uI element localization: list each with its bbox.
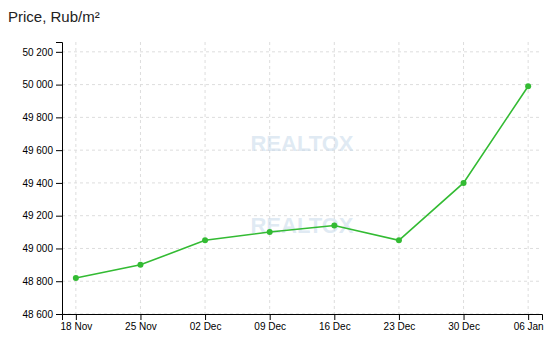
tick-mark bbox=[399, 314, 400, 320]
x-axis: 18 Nov 25 Nov 02 Dec 09 Dec 16 Dec 23 Dec 30 D… bbox=[61, 314, 544, 332]
tick-label: 49 800 bbox=[22, 112, 53, 123]
plot-area: REALTOX REALTOX 18 Nov 25 Nov 02 Dec 09 Dec 16… bbox=[22, 42, 543, 332]
title: Price, Rub/m² bbox=[8, 8, 100, 25]
tick-label: 49 000 bbox=[22, 243, 53, 254]
line bbox=[76, 86, 528, 278]
tick-mark bbox=[56, 314, 62, 315]
grid-line bbox=[463, 42, 464, 314]
tick: 23 Dec bbox=[384, 314, 416, 332]
tick-mark bbox=[56, 117, 62, 118]
grid-line bbox=[62, 182, 542, 183]
tick-label: 50 000 bbox=[22, 79, 53, 90]
tick-label: 25 Nov bbox=[125, 321, 157, 332]
grid-line bbox=[269, 42, 270, 314]
tick-label: 48 600 bbox=[22, 309, 53, 320]
axis-line bbox=[56, 43, 63, 315]
tick-mark bbox=[528, 314, 529, 320]
grid-line bbox=[62, 84, 542, 85]
tick-mark bbox=[56, 52, 62, 53]
watermark: REALTOX bbox=[250, 213, 353, 238]
tick-mark bbox=[56, 150, 62, 151]
tick: 18 Nov bbox=[61, 314, 93, 332]
tick: 49 000 bbox=[22, 243, 62, 254]
tick-label: 18 Nov bbox=[61, 321, 93, 332]
axis-line bbox=[63, 315, 543, 321]
tick-label: 48 800 bbox=[22, 276, 53, 287]
tick: 50 200 bbox=[22, 47, 62, 58]
point bbox=[461, 180, 467, 186]
grid-line bbox=[62, 281, 542, 282]
point bbox=[525, 83, 531, 89]
grid-line bbox=[205, 42, 206, 314]
y-axis: 48 600 48 800 49 000 49 200 49 400 49 600 49 8… bbox=[22, 43, 62, 320]
point bbox=[73, 275, 79, 281]
grid-line bbox=[75, 42, 76, 314]
tick: 16 Dec bbox=[319, 314, 351, 332]
point bbox=[202, 237, 208, 243]
tick-label: 49 200 bbox=[22, 210, 53, 221]
tick: 49 800 bbox=[22, 112, 62, 123]
tick-mark bbox=[464, 314, 465, 320]
chart-container: REALTOX REALTOX 18 Nov 25 Nov 02 Dec 09 Dec 16… bbox=[0, 0, 560, 346]
grid-line bbox=[62, 51, 542, 52]
tick-label: 16 Dec bbox=[319, 321, 351, 332]
tick-label: 06 Jan bbox=[514, 321, 544, 332]
grid-line bbox=[528, 42, 529, 314]
point bbox=[137, 262, 143, 268]
tick-label: 02 Dec bbox=[190, 321, 222, 332]
tick: 49 400 bbox=[22, 178, 62, 189]
tick: 48 600 bbox=[22, 309, 62, 320]
tick-mark bbox=[56, 248, 62, 249]
grid-line bbox=[140, 42, 141, 314]
tick: 25 Nov bbox=[125, 314, 157, 332]
tick-label: 49 400 bbox=[22, 178, 53, 189]
tick: 49 200 bbox=[22, 210, 62, 221]
tick: 30 Dec bbox=[448, 314, 480, 332]
tick: 09 Dec bbox=[254, 314, 286, 332]
point bbox=[396, 237, 402, 243]
tick-label: 23 Dec bbox=[384, 321, 416, 332]
watermarks: REALTOX REALTOX bbox=[250, 131, 353, 238]
tick-mark bbox=[76, 314, 77, 320]
tick-mark bbox=[270, 314, 271, 320]
tick-mark bbox=[56, 183, 62, 184]
tick-label: 49 600 bbox=[22, 145, 53, 156]
tick-mark bbox=[56, 216, 62, 217]
tick-label: 09 Dec bbox=[254, 321, 286, 332]
tick: 02 Dec bbox=[190, 314, 222, 332]
tick: 49 600 bbox=[22, 145, 62, 156]
point bbox=[331, 223, 337, 229]
chart-svg: REALTOX REALTOX 18 Nov 25 Nov 02 Dec 09 Dec 16… bbox=[0, 0, 560, 346]
grid-line bbox=[62, 117, 542, 118]
tick-mark bbox=[140, 314, 141, 320]
watermark: REALTOX bbox=[250, 131, 353, 156]
grid-line bbox=[334, 42, 335, 314]
tick-label: 30 Dec bbox=[448, 321, 480, 332]
tick: 06 Jan bbox=[514, 314, 544, 332]
tick-mark bbox=[334, 314, 335, 320]
data-layer bbox=[73, 83, 531, 281]
tick-label: 50 200 bbox=[22, 47, 53, 58]
grid-line bbox=[398, 42, 399, 314]
tick-mark bbox=[56, 281, 62, 282]
grid-line bbox=[62, 248, 542, 249]
point bbox=[267, 229, 273, 235]
tick-mark bbox=[205, 314, 206, 320]
tick: 48 800 bbox=[22, 276, 62, 287]
tick: 50 000 bbox=[22, 79, 62, 90]
tick-mark bbox=[56, 85, 62, 86]
grid bbox=[62, 42, 542, 314]
